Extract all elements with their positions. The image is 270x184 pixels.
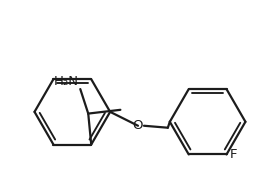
- Text: O: O: [133, 119, 143, 132]
- Text: H₂N: H₂N: [53, 75, 78, 88]
- Text: F: F: [230, 148, 237, 161]
